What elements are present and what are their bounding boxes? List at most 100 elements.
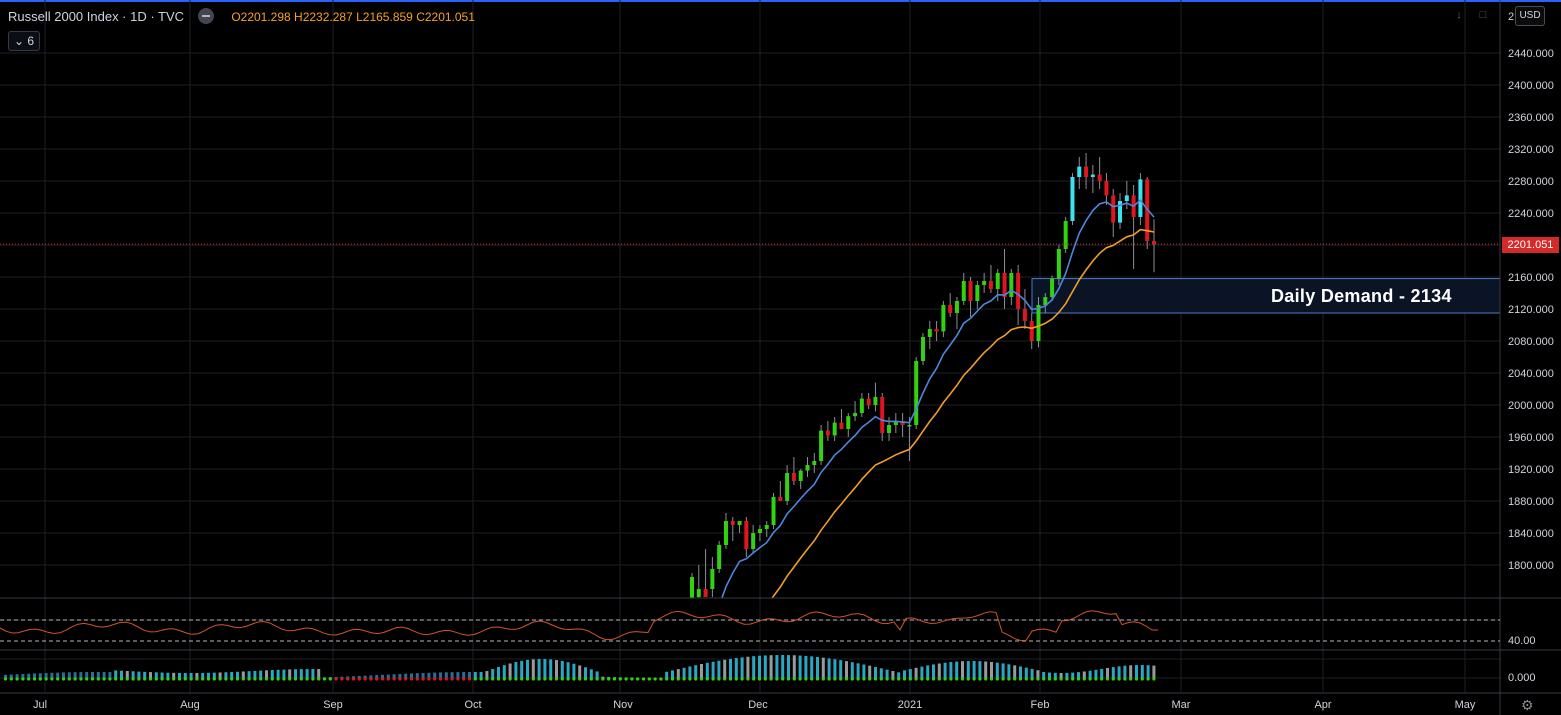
histogram-bar xyxy=(671,670,674,679)
histogram-dot xyxy=(143,677,147,681)
histogram-bar xyxy=(166,672,170,679)
histogram-dot xyxy=(879,677,883,681)
price-axis-label: 1920.000 xyxy=(1508,464,1554,476)
histogram-bar xyxy=(15,674,19,679)
histogram-bar xyxy=(990,661,993,679)
histogram-dot xyxy=(369,677,373,681)
histogram-bar xyxy=(537,659,541,679)
candles-layer xyxy=(690,153,1156,598)
histogram-bar xyxy=(734,658,738,679)
histogram-bar xyxy=(798,655,802,679)
square-icon[interactable]: □ xyxy=(1479,9,1487,21)
histogram-dot xyxy=(804,677,808,681)
histogram-dot xyxy=(247,677,251,681)
histogram-bar xyxy=(427,672,431,679)
price-axis-label: 2400.000 xyxy=(1508,80,1554,92)
symbol-title[interactable]: Russell 2000 Index · 1D · TVC xyxy=(8,9,185,24)
histogram-bar xyxy=(433,672,437,679)
histogram-bar xyxy=(79,672,83,679)
time-axis-label: Feb xyxy=(1031,699,1050,711)
candle-body xyxy=(1070,177,1075,221)
histogram-dot xyxy=(1123,677,1127,681)
histogram-dot xyxy=(525,677,530,681)
histogram-dot xyxy=(641,677,646,681)
histogram-bar xyxy=(549,659,553,679)
currency-button[interactable]: USD xyxy=(1515,6,1545,26)
histogram-dot xyxy=(1036,677,1040,681)
rsi-line xyxy=(0,610,1158,642)
histogram-dot xyxy=(9,677,13,681)
histogram-dot xyxy=(972,677,976,681)
candle-body xyxy=(961,281,966,301)
histogram-bar xyxy=(949,662,953,679)
histogram-dot xyxy=(351,677,356,681)
histogram-bar xyxy=(589,669,593,679)
histogram-dot xyxy=(375,677,379,681)
histogram-bar xyxy=(276,669,280,679)
histogram-bar xyxy=(172,672,176,679)
histogram-bar xyxy=(572,663,576,679)
histogram-bar xyxy=(1042,671,1046,679)
histogram-dot xyxy=(56,677,60,681)
histogram-dot xyxy=(450,677,454,681)
histogram-dot xyxy=(125,677,129,681)
histogram-dot xyxy=(763,677,767,681)
histogram-bar xyxy=(1094,669,1098,679)
histogram-bar xyxy=(224,672,228,679)
histogram-bar xyxy=(682,667,686,679)
histogram-bar xyxy=(1019,666,1022,679)
candle-body xyxy=(1111,195,1116,223)
histogram-dot xyxy=(357,677,361,681)
histogram-bar xyxy=(775,655,779,679)
histogram-dot xyxy=(1082,677,1086,681)
histogram-dot xyxy=(241,677,245,681)
gear-icon[interactable]: ⚙ xyxy=(1521,697,1534,713)
histogram-bar xyxy=(1077,672,1080,679)
histogram-bar xyxy=(462,672,466,679)
histogram-dot xyxy=(694,677,698,681)
demand-zone-label: Daily Demand - 2134 xyxy=(1271,286,1452,306)
histogram-dot xyxy=(711,677,715,681)
histogram-dot xyxy=(792,677,796,681)
histogram-bar xyxy=(56,672,60,679)
histogram-bar xyxy=(218,672,222,679)
histogram-bar xyxy=(792,655,796,679)
eye-icon[interactable] xyxy=(197,8,214,24)
histogram-bar xyxy=(1082,671,1086,679)
histogram-dot xyxy=(363,677,367,681)
candle-body xyxy=(771,497,776,525)
histogram-bar xyxy=(73,672,77,679)
indicators-collapse-button[interactable]: ⌄ 6 xyxy=(8,31,40,51)
histogram-bar xyxy=(485,671,489,679)
histogram-dot xyxy=(166,677,170,681)
histogram-dot xyxy=(427,677,431,681)
histogram-bar xyxy=(44,672,48,679)
histogram-dot xyxy=(949,677,953,681)
histogram-dot xyxy=(815,677,820,681)
histogram-dot xyxy=(955,677,959,681)
histogram-dot xyxy=(926,677,930,681)
histogram-bar xyxy=(149,672,152,679)
candle-body xyxy=(805,465,810,471)
histogram-dot xyxy=(850,677,854,681)
arrow-down-icon[interactable]: ↓ xyxy=(1456,9,1462,21)
histogram-bar xyxy=(839,660,843,679)
histogram-bar xyxy=(908,669,912,679)
histogram-dot xyxy=(1140,677,1144,681)
histogram-dot xyxy=(1071,677,1075,681)
chevron-down-icon: ⌄ xyxy=(13,34,25,48)
histogram-bar xyxy=(479,672,483,679)
histogram-dot xyxy=(334,677,338,681)
histogram-dot xyxy=(699,677,704,681)
histogram-dot xyxy=(44,677,48,681)
candle-body xyxy=(907,425,912,427)
histogram-bar xyxy=(879,668,883,679)
candle-body xyxy=(893,421,898,425)
indicator-axis-label: 40.00 xyxy=(1508,635,1536,647)
histogram-dot xyxy=(647,677,651,681)
window-top-border xyxy=(0,0,1561,2)
candle-body xyxy=(995,273,1000,289)
histogram-bar xyxy=(1117,666,1121,679)
histogram-dot xyxy=(844,677,849,681)
